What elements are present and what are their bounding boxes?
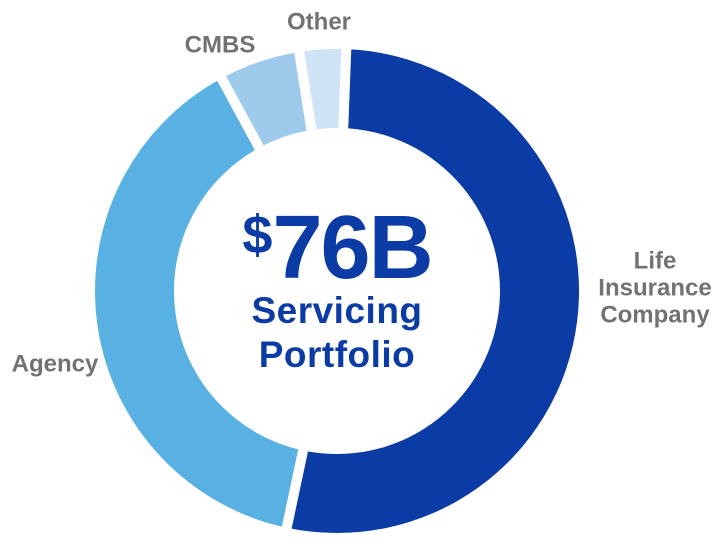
center-subtitle-line2: Portfolio: [258, 334, 416, 375]
donut-segment-life-insurance-company: [286, 49, 580, 534]
amount-value: 76B: [272, 198, 433, 298]
segment-gap-line: [292, 43, 318, 139]
segment-gap-line: [280, 441, 310, 537]
currency-symbol: $: [242, 205, 273, 265]
center-subtitle-line1: Servicing: [251, 290, 423, 331]
segment-label-other: Other: [286, 8, 352, 36]
segment-gap-line: [213, 68, 268, 158]
center-label: $76B Servicing Portfolio: [242, 194, 433, 377]
segment-label-life-insurance-company: Life Insurance Company: [598, 247, 712, 329]
donut-segment-cmbs: [221, 51, 312, 148]
center-amount: $76B: [242, 194, 433, 293]
donut-segment-agency: [95, 78, 304, 528]
segment-label-agency: Agency: [11, 350, 99, 378]
segment-label-cmbs: CMBS: [184, 31, 256, 59]
segment-gap-line: [337, 40, 352, 137]
